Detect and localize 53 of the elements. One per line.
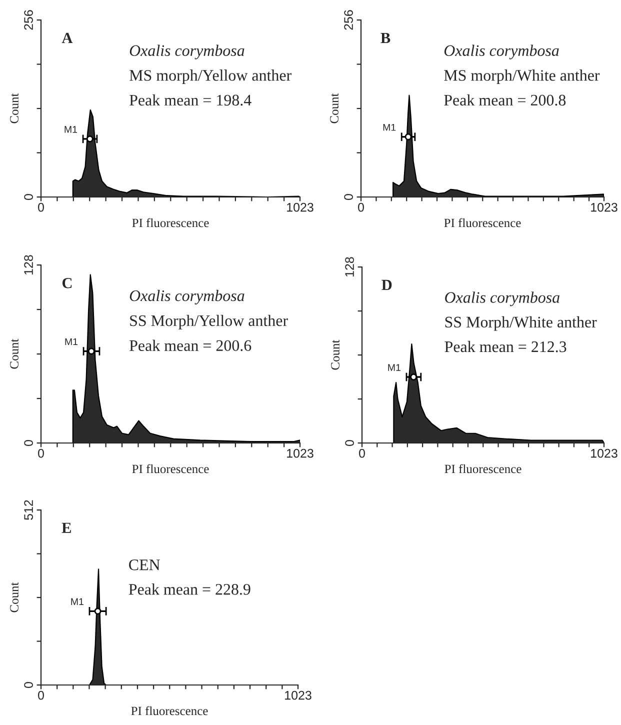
text: C: [62, 278, 72, 288]
x-axis-title: PI fluorescence: [444, 464, 522, 474]
annotation: Peak mean = 198.4: [130, 94, 252, 106]
y-tick-label: 128: [345, 257, 354, 276]
y-tick-label: 512: [24, 500, 33, 520]
annotation: Oxalis corymbosa: [130, 290, 244, 304]
y-tick-label: 256: [344, 10, 353, 30]
x-tick-label: 1023: [591, 202, 618, 212]
annotation: SS Morph/Yellow anther: [130, 314, 288, 330]
x-tick-label: 1023: [591, 448, 618, 458]
x-tick-label: 1023: [287, 202, 314, 212]
annotation: Peak mean = 200.6: [130, 340, 252, 352]
annotation: MS morph/Yellow anther: [130, 70, 292, 84]
annotation: Peak mean = 212.3: [444, 340, 566, 352]
x-tick-label: 1023: [287, 448, 314, 458]
y-tick-label: 256: [24, 10, 33, 30]
text: A: [62, 32, 73, 43]
x-tick-label: 0: [38, 448, 44, 458]
annotation: Oxalis corymbosa: [444, 44, 559, 60]
x-tick-label: 1023: [285, 690, 312, 700]
annotation: Oxalis corymbosa: [130, 44, 244, 60]
annotation: CEN: [129, 560, 160, 570]
y-tick-label: 0: [24, 682, 33, 688]
series-label: M1: [64, 126, 77, 133]
annotation: SS Morph/White anther: [445, 316, 597, 331]
x-axis-title: PI fluorescence: [131, 706, 208, 716]
annotation: MS morph/White anther: [444, 70, 600, 84]
text: E: [62, 522, 71, 533]
series-label: M1: [65, 338, 78, 346]
x-tick-label: 0: [358, 202, 364, 212]
y-axis-title: Count: [331, 340, 340, 370]
y-tick-label: 0: [345, 440, 354, 446]
x-axis-title: PI fluorescence: [132, 464, 209, 474]
series-label: M1: [71, 598, 84, 605]
y-axis-title: Count: [10, 93, 18, 124]
y-axis-title: Count: [10, 582, 18, 612]
x-tick-label: 0: [38, 202, 44, 212]
y-tick-label: 0: [344, 194, 353, 200]
y-tick-label: 0: [24, 440, 33, 446]
annotation: Peak mean = 228.9: [128, 584, 250, 595]
text: D: [382, 280, 392, 290]
series-label: M1: [383, 124, 396, 131]
x-axis-title: PI fluorescence: [444, 218, 521, 228]
x-tick-label: 0: [359, 448, 365, 458]
y-tick-label: 128: [24, 255, 33, 274]
y-axis-title: Count: [10, 338, 18, 369]
y-axis-title: Count: [330, 93, 338, 124]
text: B: [380, 32, 390, 44]
y-tick-label: 0: [24, 194, 33, 200]
x-axis-title: PI fluorescence: [132, 218, 209, 228]
annotation: Oxalis corymbosa: [445, 292, 560, 306]
annotation: Peak mean = 200.8: [444, 94, 566, 106]
series-label: M1: [388, 364, 400, 371]
